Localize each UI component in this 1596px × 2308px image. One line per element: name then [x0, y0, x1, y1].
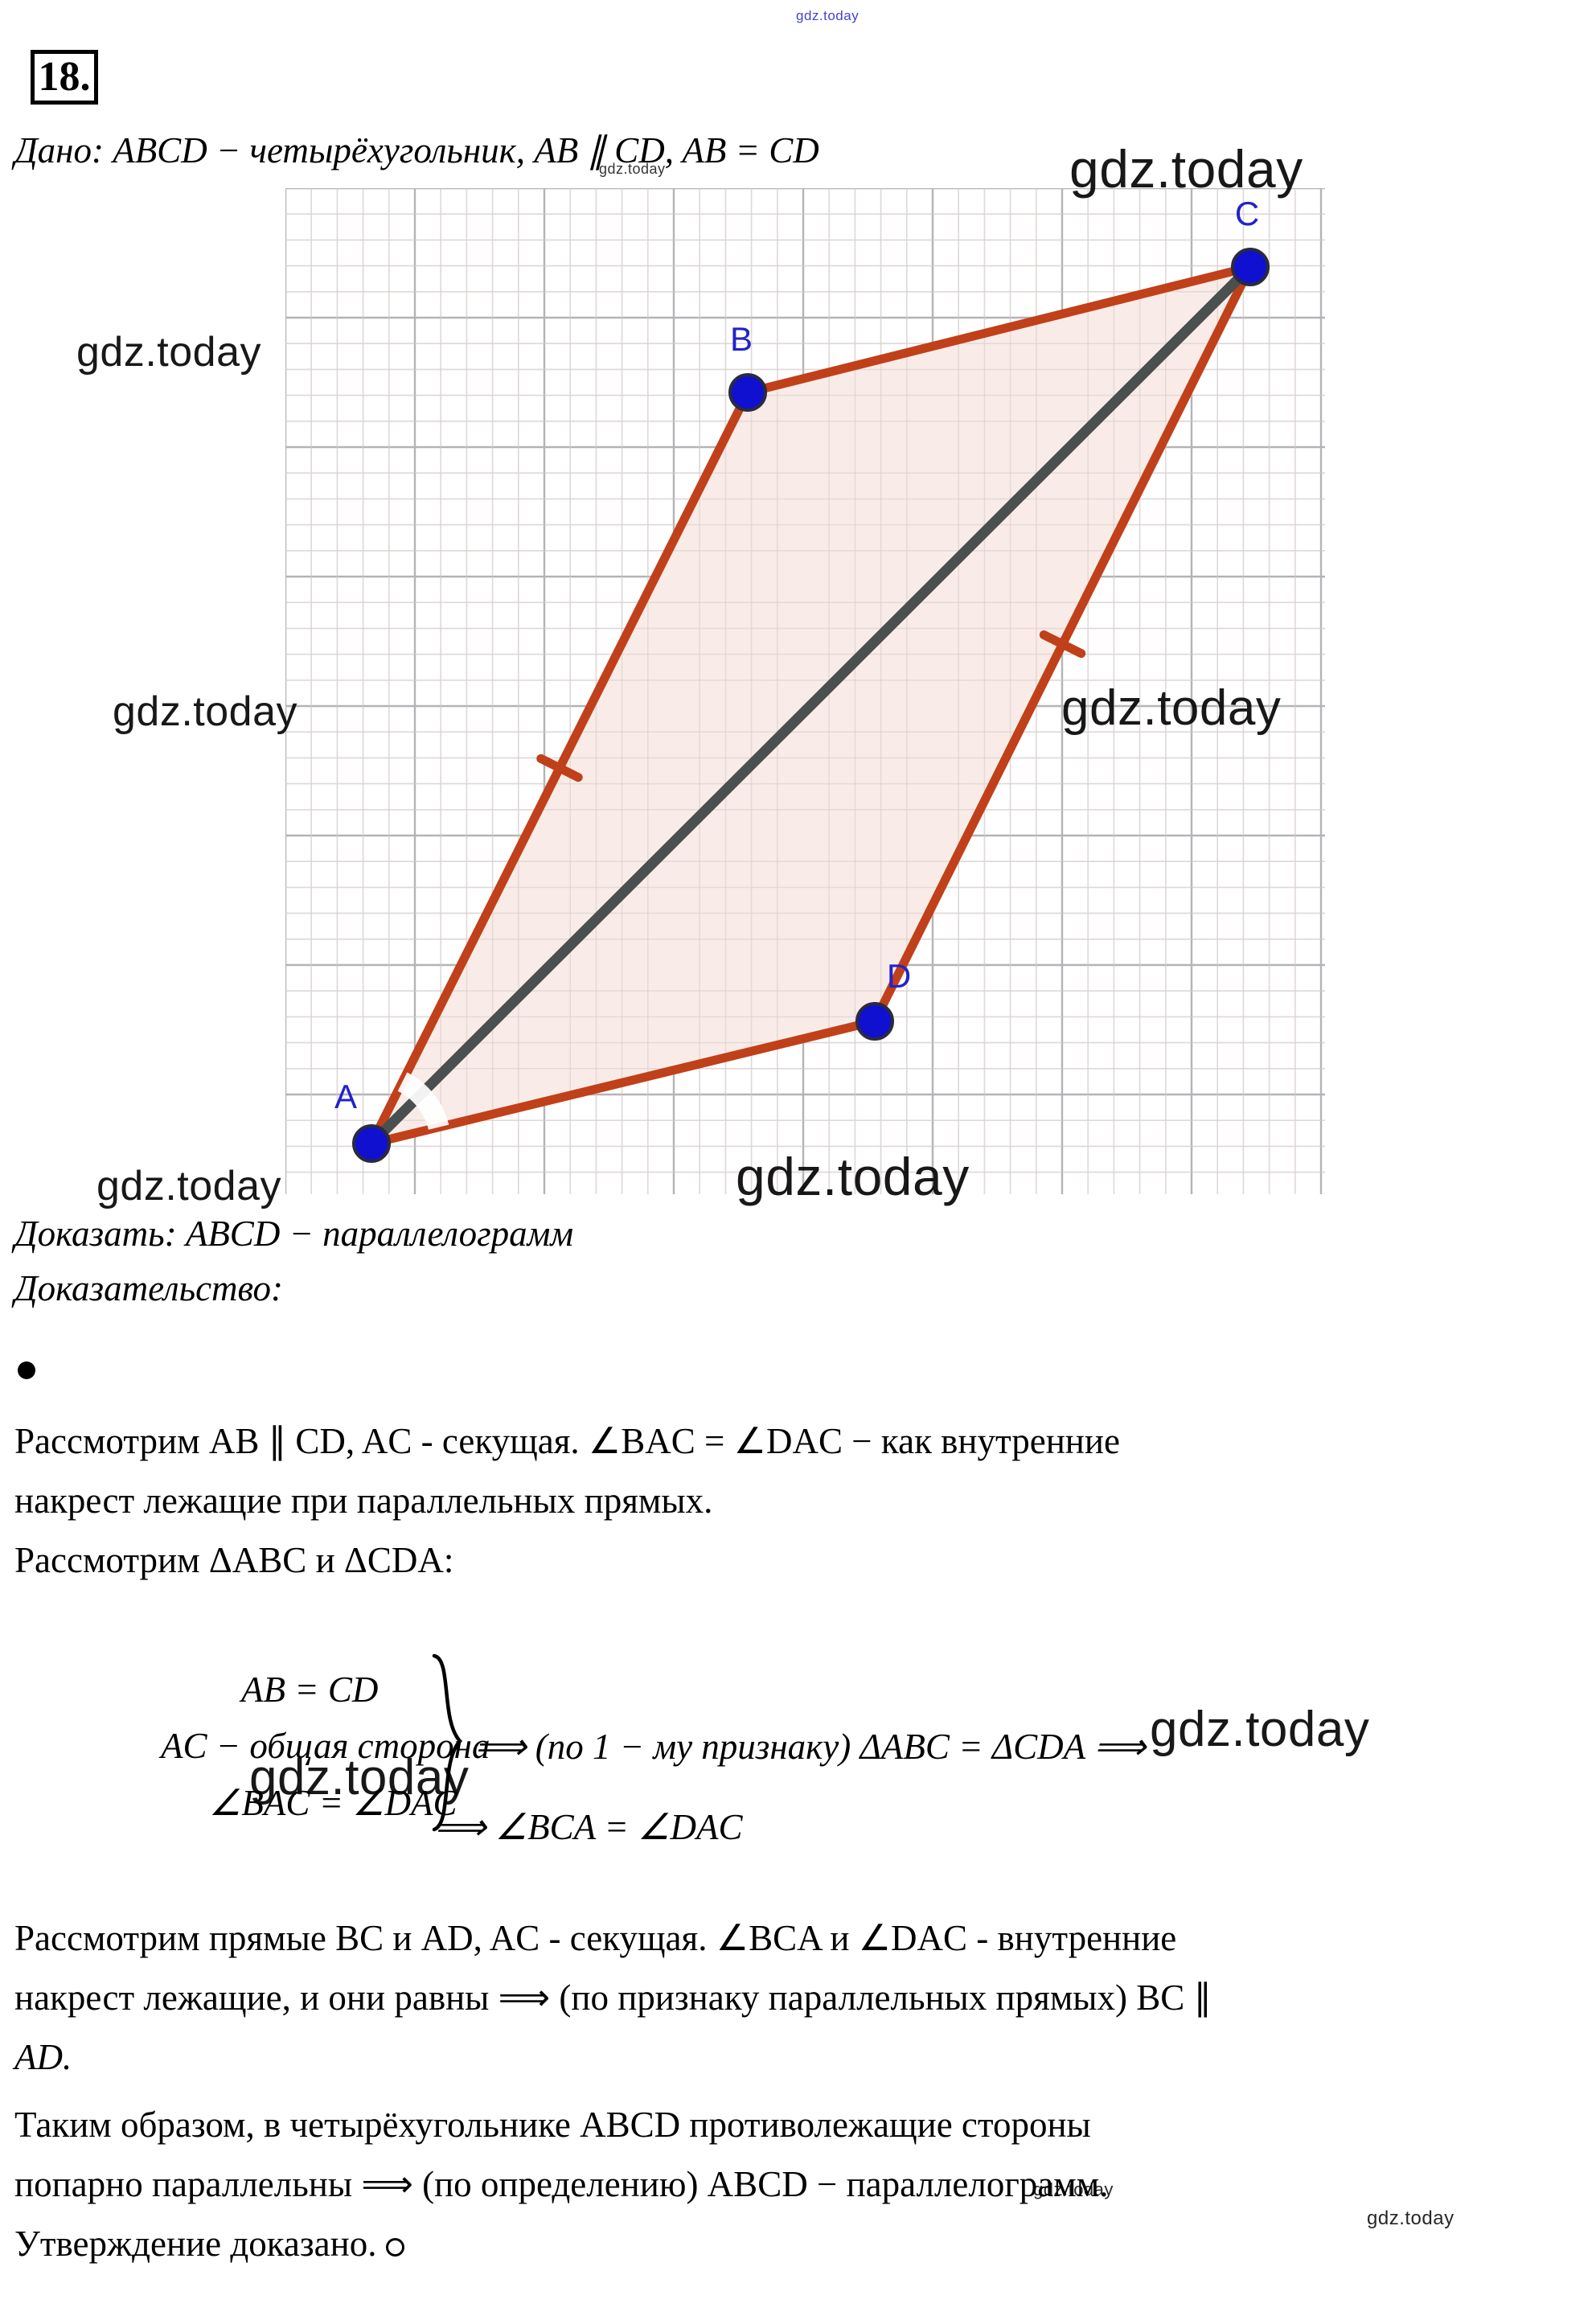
proof-p3-line2: накрест лежащие, и они равны ⟹ (по призн…: [14, 1977, 1212, 2018]
proof-p3-line1: Рассмотрим прямые BC и AD, AC - секущая.…: [14, 1918, 1177, 1958]
tick-marks-layer: [536, 630, 1086, 782]
brace-result: ⟹ ∠BCA = ∠DAC: [434, 1807, 743, 1847]
vertex-points-layer: [352, 248, 1270, 1163]
angle-arc-at-a: [397, 1072, 449, 1131]
geometry-svg: A B C D: [285, 188, 1325, 1194]
given-label: Дано: [14, 130, 92, 170]
watermark: gdz.today: [796, 8, 860, 23]
proof-p5-line: Утверждение доказано.: [14, 2224, 405, 2264]
prove-line: Доказать: ABCD − параллелограмм: [14, 1216, 573, 1252]
proof-p3-line3: AD.: [14, 2037, 72, 2077]
prove-text: : ABCD − параллелограмм: [164, 1214, 574, 1254]
geometry-figure: A B C D: [0, 145, 1596, 1214]
vertex-labels-layer: A B C D: [334, 195, 1259, 1115]
proof-heading: Доказательство:: [14, 1268, 283, 1308]
proof-bullet: [18, 1361, 35, 1379]
proof-p1-line2: накрест лежащие при параллельных прямых.: [14, 1480, 713, 1521]
vertex-label-b: B: [730, 320, 753, 358]
curly-brace-icon: [432, 1653, 463, 1832]
problem-number: 18.: [38, 54, 91, 100]
brace-conclusion: ⟹ (по 1 − му признаку) ΔABC = ΔCDA ⟹: [474, 1727, 1147, 1767]
brace-row-2: AC − общая сторона: [161, 1726, 490, 1766]
vertex-label-a: A: [334, 1078, 357, 1115]
watermark: gdz.today: [1367, 2207, 1454, 2229]
qed-circle-icon: [386, 2238, 405, 2257]
vertex-label-d: D: [887, 957, 911, 995]
given-text: : ABCD − четырёхугольник, AB ∥ CD, AB = …: [91, 130, 819, 170]
given-line: Дано: ABCD − четырёхугольник, AB ∥ CD, A…: [14, 133, 819, 169]
brace-row-1: AB = CD: [241, 1669, 379, 1710]
watermark: gdz.today: [1150, 1702, 1370, 1757]
vertex-label-c: C: [1235, 195, 1259, 232]
problem-number-box: 18.: [31, 50, 98, 105]
proof-p1-line1: Рассмотрим AB ∥ CD, AC - секущая. ∠BAC =…: [14, 1421, 1120, 1461]
proof-p4-line2: попарно параллельны ⟹ (по определению) A…: [14, 2164, 1109, 2204]
proof-p4-line1: Таким образом, в четырёхугольнике ABCD п…: [14, 2105, 1091, 2145]
proof-p2: Рассмотрим ΔABC и ΔCDA:: [14, 1540, 454, 1580]
proof-p5: Утверждение доказано.: [14, 2224, 377, 2264]
brace-row-3: ∠BAC = ∠DAC: [209, 1783, 457, 1823]
prove-label: Доказать: [14, 1214, 165, 1254]
